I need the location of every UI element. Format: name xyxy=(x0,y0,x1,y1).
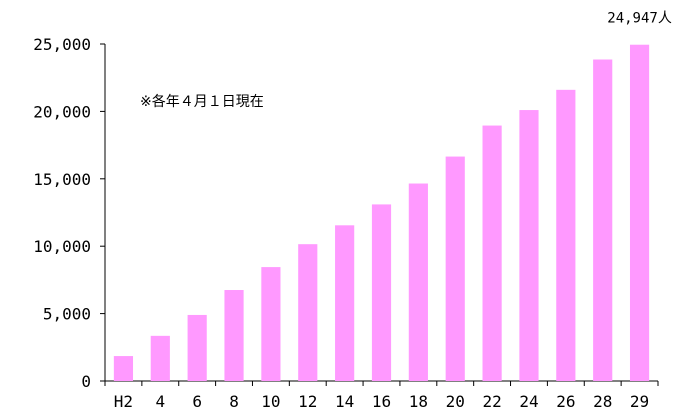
x-tick-label: 18 xyxy=(409,392,428,411)
x-tick-label: 4 xyxy=(155,392,165,411)
x-tick-label: 14 xyxy=(335,392,354,411)
chart-note: ※各年４月１日現在 xyxy=(140,94,264,110)
bar xyxy=(629,44,650,381)
x-tick-label: 8 xyxy=(229,392,239,411)
bar xyxy=(556,89,576,381)
y-axis-ticks: 0 5,000 10,000 15,000 20,000 25,000 xyxy=(33,35,105,391)
x-tick-label: 29 xyxy=(630,392,649,411)
x-tick-label: 6 xyxy=(192,392,202,411)
x-tick-label: 10 xyxy=(261,392,280,411)
bar xyxy=(408,183,428,381)
x-tick-label: 22 xyxy=(482,392,501,411)
x-tick-label: 16 xyxy=(372,392,391,411)
bar xyxy=(298,244,318,381)
y-tick-label: 10,000 xyxy=(33,237,91,256)
bar xyxy=(113,356,134,381)
y-tick-label: 25,000 xyxy=(33,35,91,54)
x-axis-ticks: H2 4 6 8 10 12 14 16 18 20 22 24 26 28 29 xyxy=(104,381,659,411)
bar xyxy=(371,204,392,381)
x-tick-label: 20 xyxy=(446,392,465,411)
y-tick-label: 15,000 xyxy=(33,170,91,189)
bar xyxy=(224,290,244,381)
bar xyxy=(261,267,281,381)
bar xyxy=(187,314,207,381)
bar xyxy=(593,59,613,381)
x-tick-label: 26 xyxy=(556,392,575,411)
chart-bars xyxy=(113,44,650,381)
data-label: 24,947人 xyxy=(607,11,672,27)
data-labels: 24,947人 xyxy=(607,11,672,27)
y-tick-label: 0 xyxy=(81,372,91,391)
bar xyxy=(335,225,355,381)
x-tick-label: H2 xyxy=(114,392,133,411)
bar xyxy=(445,156,465,381)
y-tick-label: 20,000 xyxy=(33,102,91,121)
bar xyxy=(150,335,170,381)
bar xyxy=(519,110,539,381)
x-tick-label: 12 xyxy=(298,392,317,411)
x-tick-label: 24 xyxy=(519,392,538,411)
x-tick-label: 28 xyxy=(593,392,612,411)
y-tick-label: 5,000 xyxy=(43,305,91,324)
bar xyxy=(482,125,502,381)
